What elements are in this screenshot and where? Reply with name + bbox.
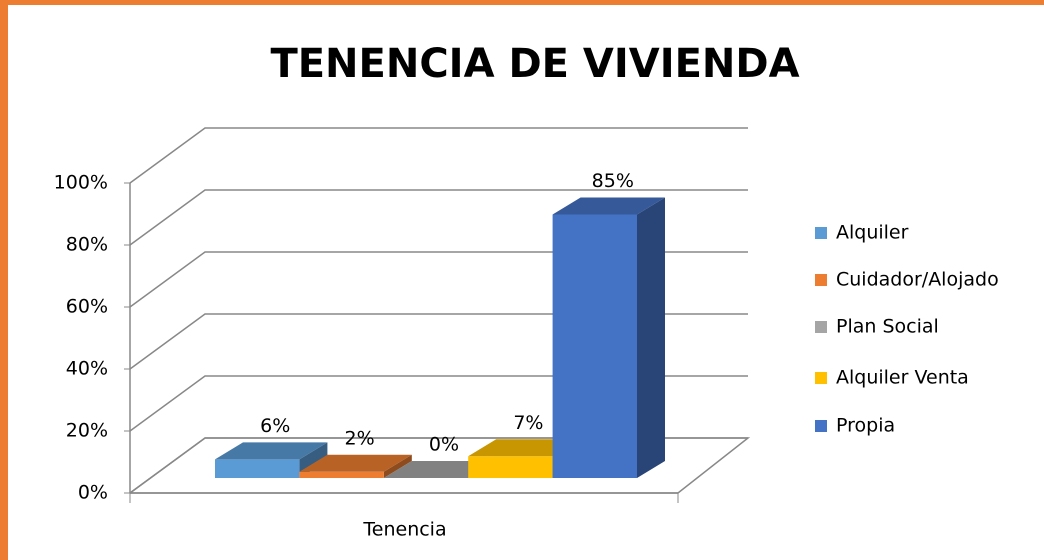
x-tick-label: Tenencia xyxy=(362,519,446,541)
y-tick-label: 40% xyxy=(66,358,108,380)
y-tick-label: 20% xyxy=(66,420,108,442)
bar xyxy=(552,214,637,478)
legend-swatch xyxy=(815,227,827,239)
legend-swatch xyxy=(815,321,827,333)
legend-label: Alquiler xyxy=(836,222,909,244)
y-tick-label: 60% xyxy=(66,296,108,318)
legend-swatch xyxy=(815,274,827,286)
frame-left xyxy=(0,0,8,560)
bar-side xyxy=(383,454,412,478)
legend-label: Plan Social xyxy=(836,316,939,338)
value-label: 2% xyxy=(345,427,375,449)
value-label: 85% xyxy=(592,170,634,192)
chart-title: TENENCIA DE VIVIENDA xyxy=(270,41,799,87)
legend-label: Cuidador/Alojado xyxy=(836,269,999,291)
y-tick-label: 0% xyxy=(78,482,108,504)
grid-line xyxy=(129,127,748,184)
y-tick-label: 100% xyxy=(54,172,108,194)
legend-label: Propia xyxy=(836,415,895,437)
bar xyxy=(468,456,553,478)
bar-side xyxy=(637,197,665,478)
legend-swatch xyxy=(815,420,827,432)
bar-top xyxy=(215,442,328,460)
bar-top xyxy=(468,439,581,457)
bar xyxy=(299,471,384,478)
grid-line xyxy=(129,189,748,246)
value-label: 6% xyxy=(260,415,290,437)
bar xyxy=(215,459,300,478)
bar-top xyxy=(299,454,412,472)
value-label: 0% xyxy=(429,434,459,456)
legend-label: Alquiler Venta xyxy=(836,367,969,389)
value-label: 7% xyxy=(513,412,543,434)
frame-top xyxy=(0,0,1044,5)
y-tick-label: 80% xyxy=(66,234,108,256)
legend-swatch xyxy=(815,372,827,384)
bar-top xyxy=(552,197,665,215)
bar-top xyxy=(383,461,497,478)
